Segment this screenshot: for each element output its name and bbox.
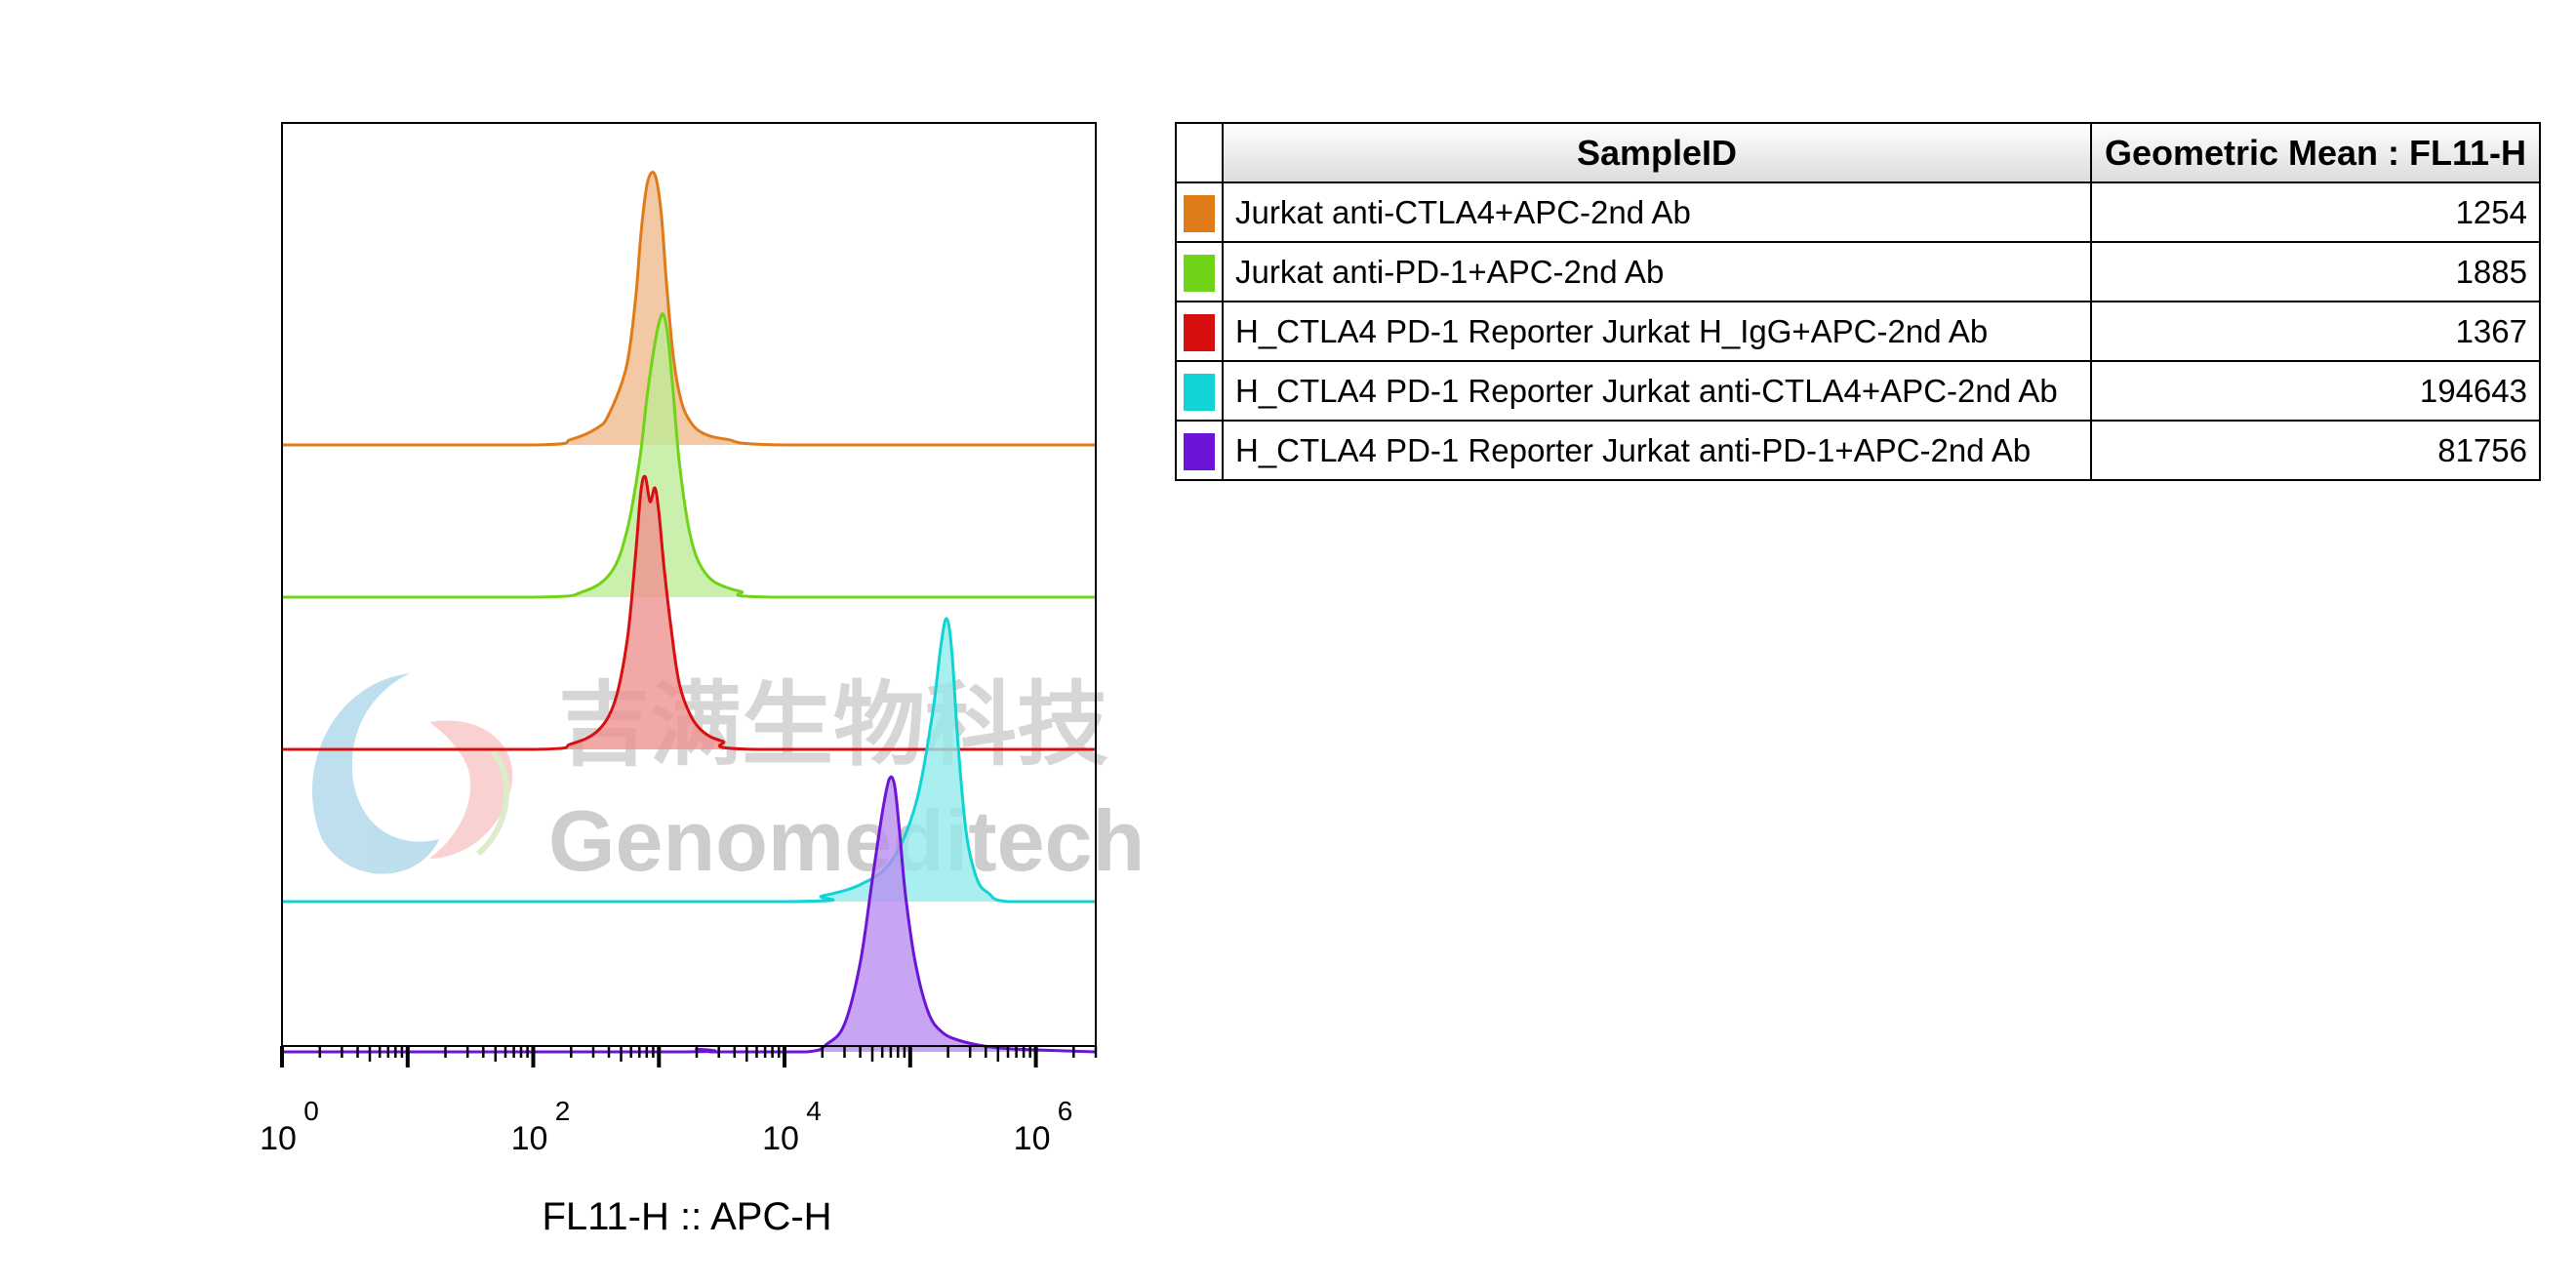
table-row: H_CTLA4 PD-1 Reporter Jurkat anti-CTLA4+… — [1175, 360, 2541, 422]
row-geometric-mean: 1367 — [2090, 301, 2541, 362]
x-tick-base: 10 — [511, 1120, 548, 1157]
row-sample-id: H_CTLA4 PD-1 Reporter Jurkat anti-CTLA4+… — [1222, 360, 2092, 422]
histogram-line-3 — [281, 474, 1096, 751]
histogram-fill-2 — [282, 313, 1096, 597]
x-tick-label-2: 102 — [511, 1096, 571, 1157]
histogram-line-5 — [281, 775, 1097, 1054]
statistics-table: SampleID Geometric Mean : FL11-H Jurkat … — [1175, 122, 2541, 481]
row-swatch-cell — [1175, 301, 1224, 362]
histogram-line-1 — [282, 171, 1096, 447]
color-swatch — [1184, 432, 1215, 470]
row-geometric-mean: 194643 — [2090, 360, 2541, 422]
row-swatch-cell — [1175, 241, 1224, 302]
color-swatch — [1184, 373, 1215, 411]
watermark: 吉满生物科技 Genomeditech — [312, 672, 1145, 889]
color-swatch — [1184, 254, 1215, 292]
x-tick-label-4: 104 — [762, 1096, 822, 1157]
x-tick-base: 10 — [1014, 1120, 1051, 1157]
row-swatch-cell — [1175, 420, 1224, 481]
histogram-fill-4 — [282, 618, 1096, 902]
row-sample-id: Jurkat anti-PD-1+APC-2nd Ab — [1222, 241, 2092, 302]
table-header-sampleid: SampleID — [1222, 122, 2092, 183]
x-tick-exponent: 2 — [555, 1096, 571, 1126]
axis-minor-ticks — [280, 1046, 1098, 1067]
plot-frame — [281, 122, 1097, 1047]
row-swatch-cell — [1175, 181, 1224, 243]
histogram-fill-5 — [282, 777, 1096, 1052]
histogram-line-2 — [282, 312, 1096, 599]
histogram-series-group — [281, 171, 1097, 1054]
table-row: Jurkat anti-CTLA4+APC-2nd Ab 1254 — [1175, 181, 2541, 243]
row-geometric-mean: 1254 — [2090, 181, 2541, 243]
row-geometric-mean: 81756 — [2090, 420, 2541, 481]
table-header-geometric-mean: Geometric Mean : FL11-H — [2090, 122, 2541, 183]
color-swatch — [1184, 194, 1215, 232]
row-sample-id: H_CTLA4 PD-1 Reporter Jurkat anti-PD-1+A… — [1222, 420, 2092, 481]
row-sample-id: Jurkat anti-CTLA4+APC-2nd Ab — [1222, 181, 2092, 243]
x-tick-label-6: 106 — [1014, 1096, 1073, 1157]
x-tick-exponent: 6 — [1058, 1096, 1073, 1126]
row-swatch-cell — [1175, 360, 1224, 422]
row-geometric-mean: 1885 — [2090, 241, 2541, 302]
histogram-line-4 — [282, 617, 1096, 904]
table-header-row: SampleID Geometric Mean : FL11-H — [1175, 122, 2541, 183]
table-row: Jurkat anti-PD-1+APC-2nd Ab 1885 — [1175, 241, 2541, 302]
table-row: H_CTLA4 PD-1 Reporter Jurkat anti-PD-1+A… — [1175, 420, 2541, 481]
x-tick-label-0: 100 — [260, 1096, 319, 1157]
x-axis-title: FL11-H :: APC-H — [542, 1195, 831, 1238]
color-swatch — [1184, 313, 1215, 351]
watermark-logo — [312, 673, 513, 874]
histogram-fill-1 — [282, 172, 1096, 445]
x-tick-exponent: 0 — [303, 1096, 319, 1126]
row-sample-id: H_CTLA4 PD-1 Reporter Jurkat H_IgG+APC-2… — [1222, 301, 2092, 362]
table-row: H_CTLA4 PD-1 Reporter Jurkat H_IgG+APC-2… — [1175, 301, 2541, 362]
table-header-swatch — [1175, 122, 1224, 183]
x-tick-base: 10 — [260, 1120, 297, 1157]
watermark-english: Genomeditech — [548, 792, 1145, 889]
x-tick-base: 10 — [762, 1120, 799, 1157]
x-tick-exponent: 4 — [806, 1096, 822, 1126]
table-body: Jurkat anti-CTLA4+APC-2nd Ab 1254 Jurkat… — [1175, 181, 2541, 481]
